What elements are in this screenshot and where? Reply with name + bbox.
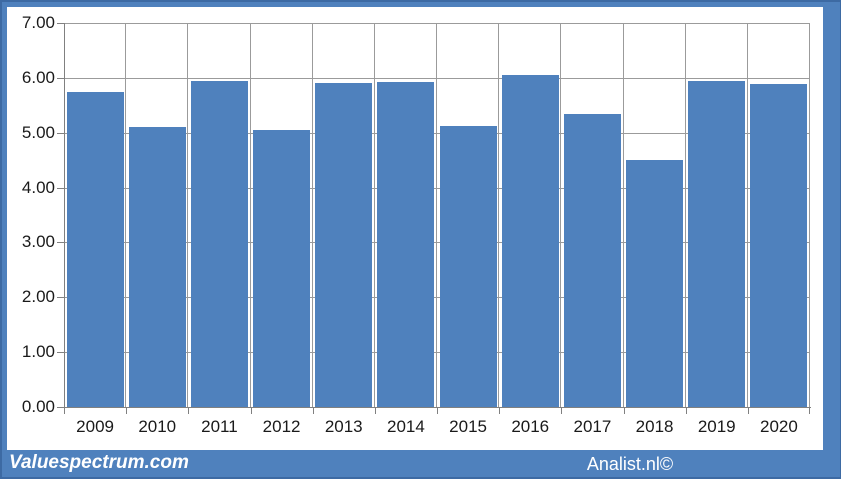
y-axis-tick — [57, 407, 64, 408]
gridline-vertical — [809, 23, 810, 407]
x-axis-labels: 2009 2010 2011 2012 2013 2014 2015 2016 2017 2018… — [64, 417, 810, 441]
watermark-analist: Analist.nl© — [586, 454, 674, 474]
gridline-horizontal — [64, 187, 810, 189]
x-axis-tick — [437, 408, 438, 414]
y-axis-tick — [57, 23, 64, 24]
x-axis-tick-label: 2012 — [262, 417, 301, 436]
gridline-vertical — [125, 23, 126, 407]
x-axis-tick — [686, 408, 687, 414]
x-axis-tick — [251, 408, 252, 414]
x-axis-tick-label: 2010 — [138, 417, 177, 436]
x-axis-tick — [313, 408, 314, 414]
x-axis-tick-label: 2016 — [511, 417, 550, 436]
gridline-vertical — [747, 23, 748, 407]
bar-2015 — [439, 126, 497, 407]
watermark-valuespectrum: Valuespectrum.com — [9, 452, 189, 473]
bar-2010 — [128, 127, 186, 407]
x-axis-tick-label: 2017 — [573, 417, 612, 436]
x-axis-tick — [499, 408, 500, 414]
gridline-vertical — [312, 23, 313, 407]
x-axis-tick — [375, 408, 376, 414]
gridline-vertical — [498, 23, 499, 407]
x-axis-tick-label: 2019 — [697, 417, 736, 436]
x-axis-tick-label: 2011 — [201, 417, 238, 436]
y-axis-tick-label: 6.00 — [21, 67, 55, 87]
gridline-vertical — [685, 23, 686, 407]
x-axis-tick — [64, 408, 65, 414]
bar-2014 — [377, 82, 435, 407]
x-axis-line — [64, 407, 811, 408]
gridline-horizontal — [64, 23, 810, 24]
x-axis-tick — [561, 408, 562, 414]
x-axis-tick — [748, 408, 749, 414]
y-axis-tick-label: 0.00 — [21, 397, 55, 416]
x-axis-tick-label: 2013 — [324, 417, 363, 436]
gridline-vertical — [623, 23, 624, 407]
bar-2019 — [688, 80, 746, 407]
bar-2013 — [315, 83, 373, 407]
y-axis-tick-label: 7.00 — [21, 13, 55, 32]
gridline-vertical — [436, 23, 437, 407]
gridline-vertical — [560, 23, 561, 407]
y-axis-tick-label: 2.00 — [21, 287, 55, 307]
gridline-horizontal — [64, 77, 810, 79]
gridline-vertical — [250, 23, 251, 407]
y-axis-labels: 7.00 6.00 5.00 4.00 3.00 2.00 1.00 0.00 — [11, 14, 55, 416]
y-axis-tick — [57, 352, 64, 354]
x-axis-tick — [624, 408, 625, 414]
plot-area — [57, 23, 811, 414]
y-axis-tick — [57, 242, 64, 244]
y-axis-tick-label: 3.00 — [21, 232, 55, 252]
x-axis-tick-label: 2015 — [449, 417, 487, 436]
x-axis-tick — [188, 408, 189, 414]
x-axis-tick-label: 2018 — [635, 417, 674, 436]
y-axis-tick — [57, 187, 64, 189]
bar-2018 — [626, 160, 684, 407]
gridline-vertical — [187, 23, 188, 407]
x-axis-tick — [809, 408, 810, 414]
y-axis-tick — [57, 297, 64, 299]
bar-2020 — [750, 84, 808, 407]
bar-2012 — [253, 129, 311, 407]
bar-2009 — [66, 91, 124, 407]
gridline-horizontal — [64, 352, 810, 354]
y-axis-tick-label: 4.00 — [21, 177, 55, 197]
y-axis-tick-label: 1.00 — [21, 342, 55, 362]
gridline-horizontal — [64, 297, 810, 299]
x-axis-tick-label: 2020 — [759, 417, 798, 436]
x-axis-tick — [126, 408, 127, 414]
bar-2017 — [563, 113, 621, 407]
gridline-vertical — [374, 23, 375, 407]
gridline-horizontal — [64, 132, 810, 134]
chart-canvas: 7.00 6.00 5.00 4.00 3.00 2.00 1.00 0.00 2009 201… — [7, 7, 823, 450]
y-axis-tick — [57, 132, 64, 134]
bar-2016 — [501, 75, 559, 407]
y-axis-tick — [57, 77, 64, 79]
y-axis-tick-label: 5.00 — [21, 122, 55, 142]
y-axis-line — [64, 23, 65, 408]
x-axis-tick-label: 2009 — [76, 417, 114, 436]
bar-2011 — [190, 80, 248, 407]
gridline-horizontal — [64, 242, 810, 244]
x-axis-tick-label: 2014 — [386, 417, 425, 436]
